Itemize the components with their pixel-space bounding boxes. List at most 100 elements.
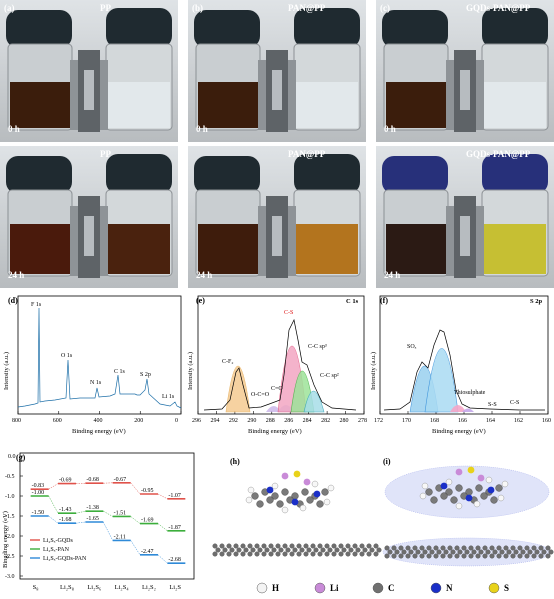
anno-CF2: C-F₂ [222, 359, 233, 365]
x-tick-label: 288 [266, 418, 275, 424]
energy-value-label: -0.83 [32, 483, 44, 489]
carbon-atom [478, 549, 484, 555]
hydrogen-atom [473, 500, 481, 508]
anno-CO: C=O [271, 386, 283, 392]
anno-CC-sp2: C-C sp² [320, 373, 339, 379]
photo-panel-label: (b) [192, 3, 203, 13]
carbon-atom [454, 553, 460, 559]
carbon-atom [233, 543, 239, 549]
hydrogen-atom [247, 486, 255, 494]
category-label: S₈ [33, 584, 39, 591]
carbon-atom [496, 545, 502, 551]
carbon-atom [281, 488, 289, 496]
hydrogen-atom [245, 496, 253, 504]
carbon-atom [425, 488, 433, 496]
carbon-atom [482, 553, 488, 559]
carbon-atom [548, 549, 554, 555]
energy-value-label: -0.95 [141, 488, 154, 494]
energy-connector [130, 516, 141, 524]
carbon-atom [233, 551, 239, 557]
hydrogen-atom [299, 504, 307, 512]
carbon-atom [527, 549, 533, 555]
hydrogen-atom [421, 482, 429, 490]
carbon-atom [276, 500, 284, 508]
carbon-atom [352, 543, 358, 549]
carbon-atom [251, 492, 259, 500]
panel-d-ylabel: Intensity (a.u.) [3, 352, 10, 390]
carbon-atom [240, 543, 246, 549]
lithium-atom [303, 478, 311, 486]
carbon-atom [219, 543, 225, 549]
hydrogen-atom [485, 476, 493, 484]
structure-i-panel: (i) [377, 448, 554, 578]
carbon-atom [489, 545, 495, 551]
carbon-atom [475, 484, 483, 492]
category-label: Li₂S₄ [115, 584, 130, 591]
energy-value-label: -2.47 [141, 549, 154, 555]
carbon-atom [320, 547, 326, 553]
photo-title: GQDs-PAN@PP [466, 3, 531, 13]
carbon-atom [278, 547, 284, 553]
atom-legend-label: Li [330, 583, 339, 593]
carbon-atom [520, 549, 526, 555]
x-tick-label: 282 [321, 418, 330, 424]
carbon-atom [391, 545, 397, 551]
hydrogen-atom [419, 492, 427, 500]
peak-N1s: N 1s [90, 380, 102, 386]
carbon-atom [285, 547, 291, 553]
carbon-atom [436, 549, 442, 555]
carbon-atom [510, 553, 516, 559]
anno-OCO: O-C=O [251, 392, 270, 398]
carbon-atom [373, 551, 379, 557]
energy-value-label: -1.65 [86, 516, 99, 522]
x-tick-label: 170 [402, 418, 411, 424]
carbon-atom [359, 543, 365, 549]
panel-f-ylabel: Intensity (a.u.) [370, 352, 377, 390]
carbon-atom [482, 545, 488, 551]
carbon-atom [226, 551, 232, 557]
nitrogen-atom [465, 494, 473, 502]
carbon-atom [405, 545, 411, 551]
carbon-atom [384, 553, 390, 559]
peak-C1s: C 1s [114, 369, 126, 375]
carbon-atom [271, 547, 277, 553]
carbon-atom [398, 545, 404, 551]
carbon-atom [254, 551, 260, 557]
carbon-atom [517, 545, 523, 551]
carbon-atom [292, 547, 298, 553]
x-tick-label: 278 [358, 418, 367, 424]
carbon-atom [412, 545, 418, 551]
carbon-atom [468, 553, 474, 559]
carbon-atom [247, 543, 253, 549]
carbon-atom [430, 496, 438, 504]
anno-SOx: SOₓ [407, 344, 417, 350]
carbon-atom [316, 500, 324, 508]
carbon-atom [524, 553, 530, 559]
carbon-atom [355, 547, 361, 553]
x-tick-label: 162 [514, 418, 523, 424]
panel-d-label: (d) [8, 296, 18, 305]
carbon-atom [324, 543, 330, 549]
hydrogen-atom [445, 478, 453, 486]
x-tick-label: 168 [430, 418, 439, 424]
carbon-atom [461, 545, 467, 551]
carbon-atom [387, 549, 393, 555]
vial-photo: GQDs-PAN@PP 24 h [376, 146, 554, 288]
carbon-atom [457, 549, 463, 555]
carbon-atom [426, 545, 432, 551]
carbon-atom [338, 551, 344, 557]
carbon-atom [250, 547, 256, 553]
legend-label: Li₂Sₓ-GQDs [43, 538, 73, 544]
carbon-atom [447, 545, 453, 551]
legend-label: Li₂Sₓ-GQDs-PAN [43, 556, 87, 562]
carbon-atom [454, 545, 460, 551]
energy-connector [75, 521, 86, 524]
panel-d-xlabel: Binding energy (eV) [72, 428, 126, 435]
nitrogen-atom [291, 498, 299, 506]
carbon-atom [229, 547, 235, 553]
carbon-atom [489, 553, 495, 559]
binding-energy-chart: (g) Bingding energy (eV) 0.0 -0.5 -1.0 -1.5… [0, 448, 200, 599]
carbon-atom [373, 543, 379, 549]
legend-label: Li₂Sₓ-PAN [43, 547, 70, 553]
vial-photo: PP 24 h [0, 146, 178, 288]
